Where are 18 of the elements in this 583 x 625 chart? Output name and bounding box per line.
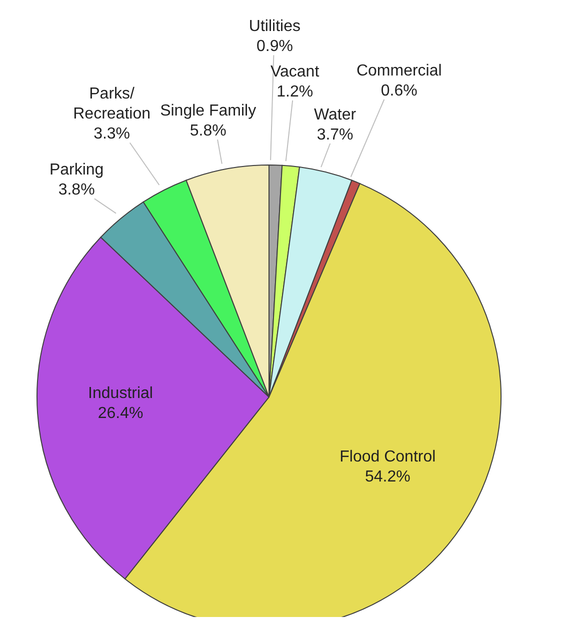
slice-label: Water — [314, 106, 357, 124]
data-label: 0.9% — [256, 38, 293, 56]
data-label: 3.8% — [58, 182, 95, 199]
slice-label: Flood Control — [340, 448, 436, 466]
slice-label: Commercial — [356, 62, 442, 80]
data-label: 3.3% — [94, 126, 130, 143]
data-label: 0.6% — [380, 82, 418, 100]
data-label: 5.8% — [190, 122, 226, 140]
slice-label: Single Family — [160, 102, 256, 120]
slice-label: Parking — [49, 162, 104, 179]
slice-label: Utilities — [248, 18, 300, 36]
data-label: 26.4% — [98, 405, 144, 422]
data-label: 3.7% — [316, 126, 354, 144]
data-label: 54.2% — [364, 468, 410, 486]
data-label: 1.2% — [276, 83, 314, 100]
slice-label: Parks/Recreation — [73, 86, 150, 123]
slice-label: Industrial — [88, 385, 153, 402]
slice-label: Vacant — [270, 63, 320, 80]
